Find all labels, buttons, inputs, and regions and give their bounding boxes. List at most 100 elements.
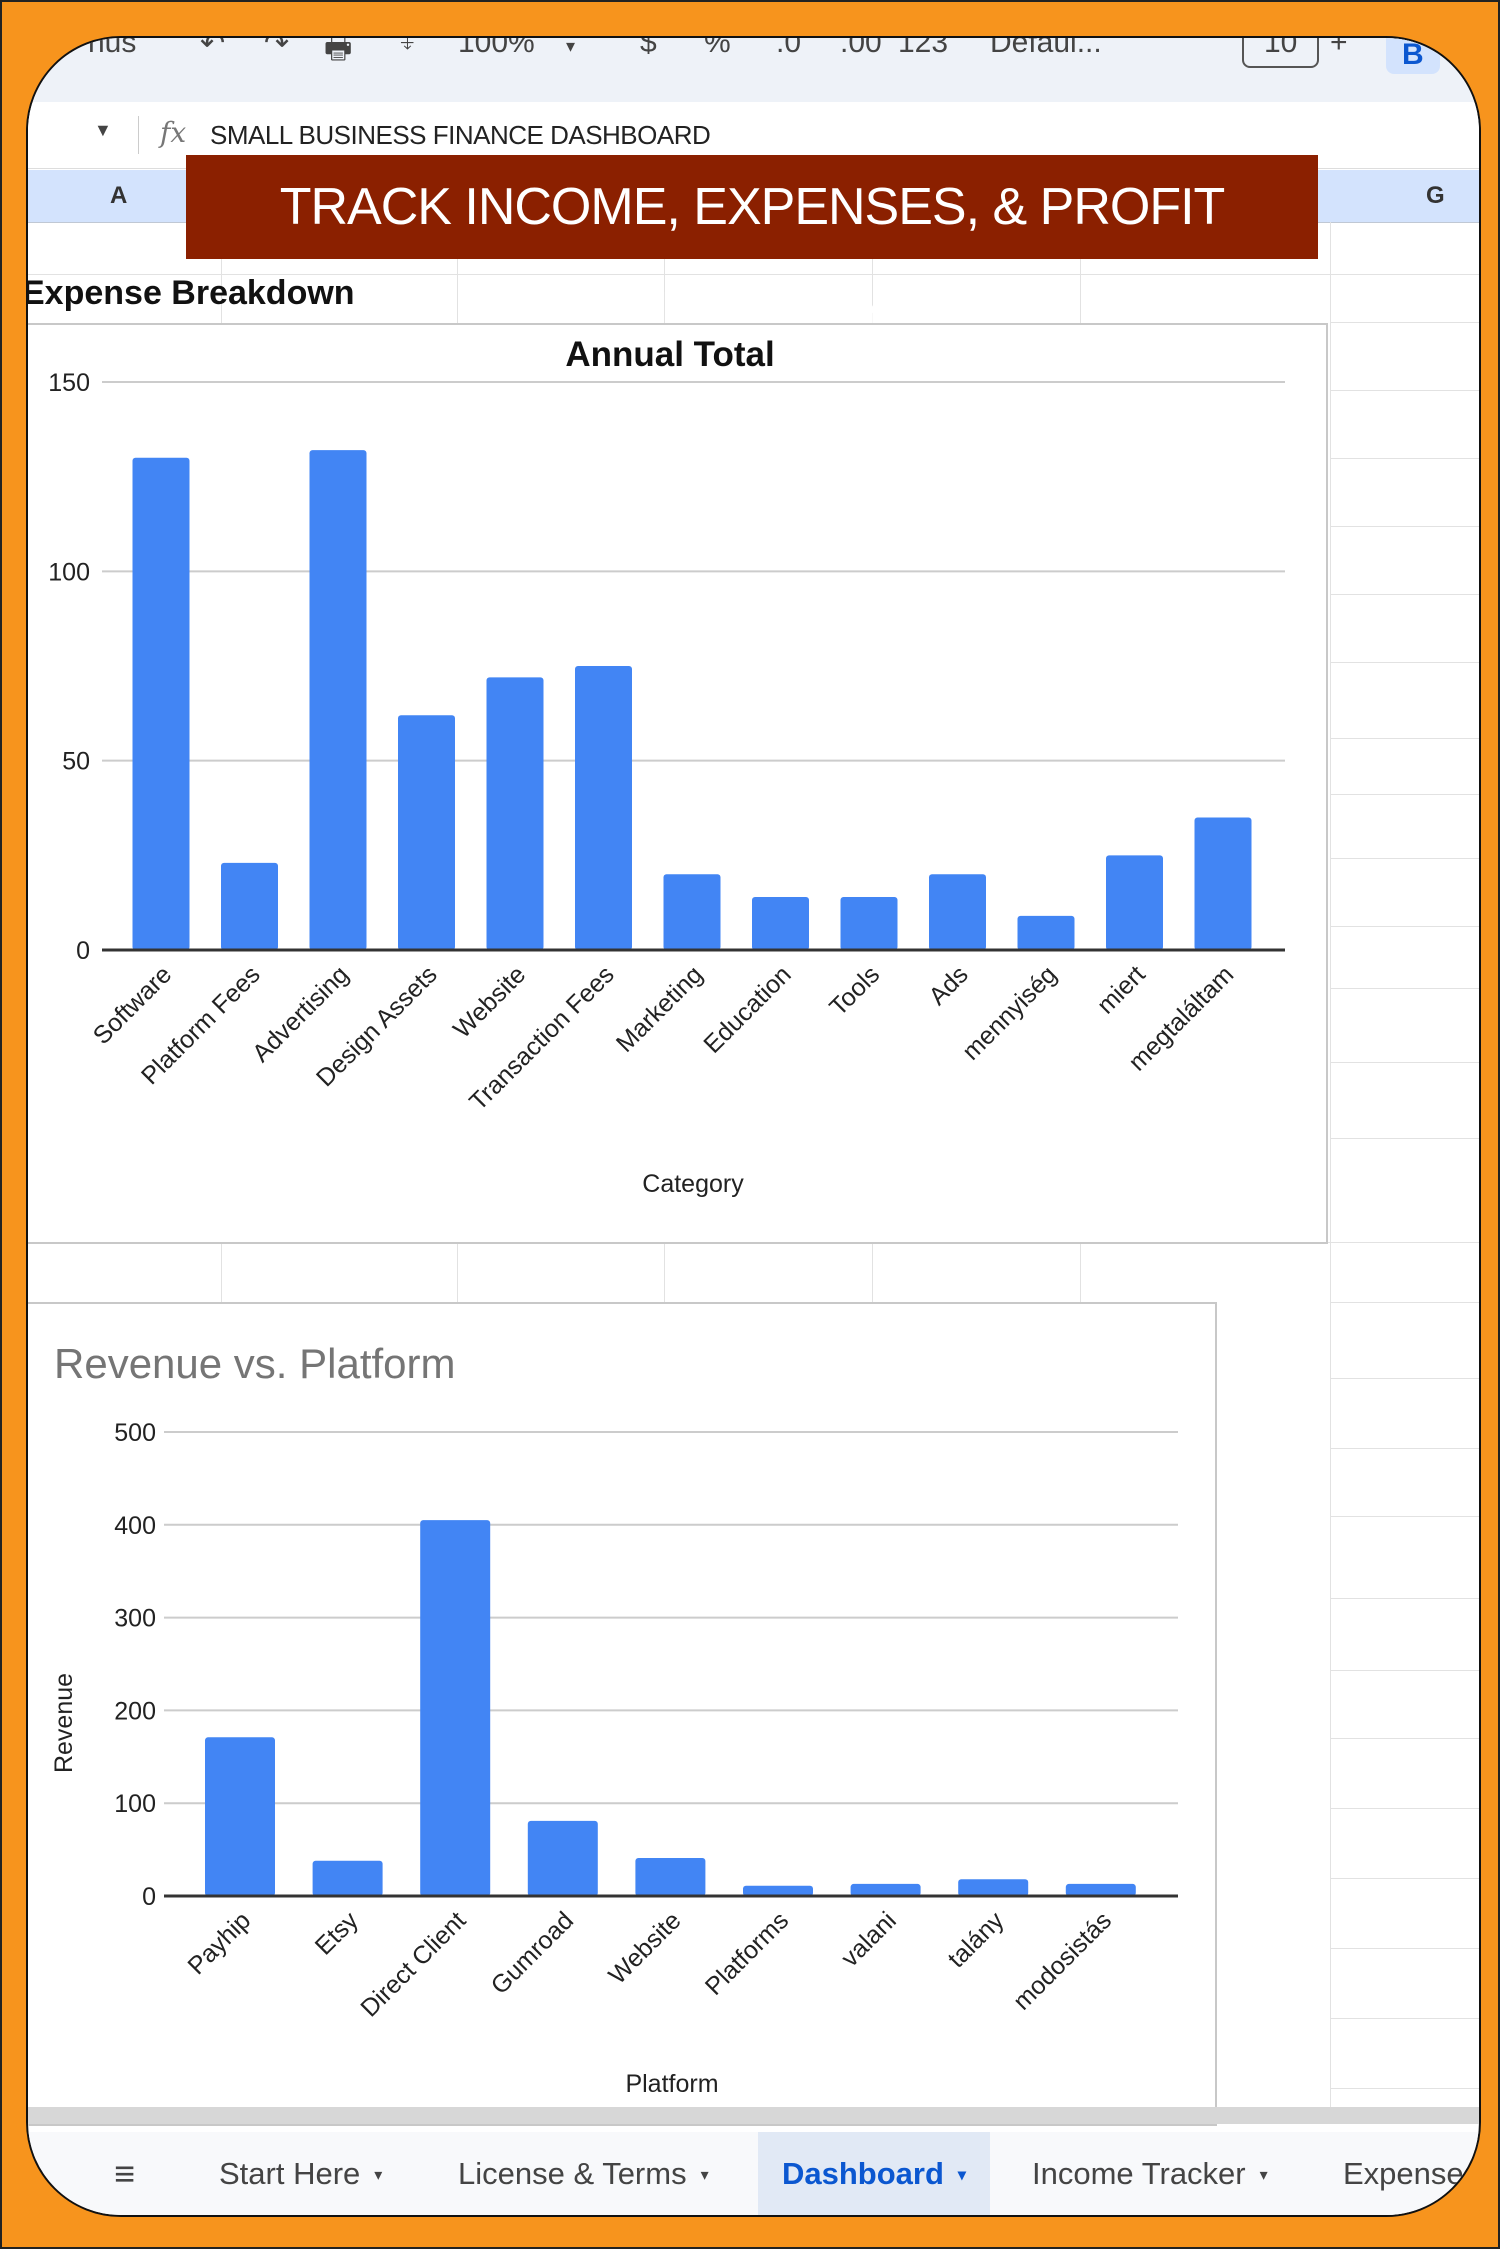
zoom-dropdown-icon[interactable]: ▾	[566, 36, 576, 56]
tab-label: Dashboard	[782, 2156, 944, 2191]
tab-license-terms[interactable]: License & Terms ▾	[458, 2132, 709, 2215]
spreadsheet-window: nus ↶ ↷ 🖶 ⍖ 100% ▾ $ % .0 .00 123 Defaul…	[26, 36, 1481, 2217]
grid-line	[1330, 222, 1331, 2122]
bar-miert	[1106, 855, 1163, 950]
bar-education	[752, 896, 809, 950]
bar-tools	[840, 896, 898, 950]
paint-format-icon[interactable]: ⍖	[398, 36, 416, 59]
increase-font-size-button[interactable]: +	[1330, 36, 1348, 59]
expense-chart[interactable]	[28, 323, 1328, 1244]
tab-start-here[interactable]: Start Here ▾	[219, 2132, 382, 2215]
x-tick-label: Direct Client	[355, 1906, 471, 2022]
y-tick-label: 400	[114, 1512, 156, 1540]
x-tick-label: miert	[1092, 960, 1151, 1019]
x-axis-title: Platform	[625, 2070, 718, 2098]
grid-line	[1330, 1448, 1479, 1449]
decrease-decimal-button[interactable]: .0	[776, 36, 802, 59]
grid-line	[1330, 2088, 1479, 2089]
x-tick-label: Education	[698, 960, 796, 1058]
add-sheet-button[interactable]: +	[28, 2132, 40, 2215]
grid-line	[1330, 594, 1479, 595]
tab-label: License & Terms	[458, 2156, 687, 2191]
bar-talány	[958, 1879, 1029, 1896]
font-size-input[interactable]: 10	[1242, 38, 1320, 68]
grid-line	[1330, 526, 1479, 527]
tab-label: Expense	[1343, 2156, 1464, 2191]
x-tick-label: Website	[448, 960, 531, 1043]
bar-advertising	[309, 450, 367, 950]
tab-dashboard[interactable]: Dashboard ▾	[758, 2132, 990, 2215]
x-tick-label: valani	[836, 1906, 902, 1972]
menu-fragment[interactable]: nus	[88, 36, 137, 59]
grid-line	[1330, 1302, 1479, 1303]
bar-design-assets	[398, 715, 455, 950]
bar-ads	[929, 874, 986, 950]
bar-payhip	[205, 1737, 275, 1896]
grid-line	[1330, 274, 1479, 275]
y-tick-label: 0	[76, 937, 90, 965]
grid-line	[1330, 1738, 1479, 1739]
bar-platform-fees	[221, 862, 278, 950]
bar-website	[486, 677, 544, 950]
x-tick-label: Website	[603, 1906, 686, 1989]
all-sheets-menu-icon[interactable]: ≡	[114, 2153, 136, 2194]
toolbar: nus ↶ ↷ 🖶 ⍖ 100% ▾ $ % .0 .00 123 Defaul…	[28, 38, 1479, 102]
grid-line	[1330, 1808, 1479, 1809]
bar-platforms	[743, 1885, 813, 1896]
grid-line	[1330, 1878, 1479, 1879]
x-tick-label: talány	[942, 1906, 1009, 1973]
x-tick-label: Ads	[923, 960, 973, 1010]
zoom-select[interactable]: 100%	[458, 36, 535, 59]
grid-line	[1330, 390, 1479, 391]
x-tick-label: Etsy	[310, 1906, 365, 1961]
tab-income-tracker[interactable]: Income Tracker ▾	[1032, 2132, 1268, 2215]
redo-icon[interactable]: ↷	[264, 36, 290, 60]
revenue-chart[interactable]	[28, 1302, 1217, 2126]
bar-marketing	[663, 874, 721, 950]
bar-website	[635, 1857, 706, 1896]
currency-button[interactable]: $	[640, 36, 657, 59]
grid-line	[1330, 1242, 1479, 1243]
grid-line	[1330, 1062, 1479, 1063]
fx-icon: fx	[160, 116, 187, 149]
percent-button[interactable]: %	[704, 36, 731, 59]
font-select[interactable]: Defaul...	[990, 36, 1102, 59]
undo-icon[interactable]: ↶	[200, 36, 226, 60]
column-header-g[interactable]: G	[1426, 182, 1445, 209]
x-tick-label: Software	[88, 960, 178, 1050]
horizontal-scrollbar[interactable]	[28, 2107, 1479, 2124]
bar-transaction-fees	[575, 666, 632, 950]
grid-line	[1330, 662, 1479, 663]
bar-direct-client	[420, 1520, 491, 1896]
grid-line	[1330, 1670, 1479, 1671]
grid-line	[1330, 1598, 1479, 1599]
y-tick-label: 200	[114, 1697, 156, 1725]
y-tick-label: 300	[114, 1605, 156, 1633]
number-format-button[interactable]: 123	[898, 36, 949, 59]
bar-etsy	[312, 1860, 383, 1896]
tab-label: Income Tracker	[1032, 2156, 1246, 2191]
grid-line	[1330, 988, 1479, 989]
grid-line	[1330, 738, 1479, 739]
name-box-dropdown-icon[interactable]: ▼	[94, 120, 112, 140]
tab-expense[interactable]: Expense	[1343, 2132, 1464, 2215]
grid-line	[1330, 1516, 1479, 1517]
print-icon[interactable]: 🖶	[324, 36, 353, 65]
bar-valani	[850, 1883, 921, 1896]
x-tick-label: Platforms	[700, 1906, 794, 2000]
column-header-a[interactable]: A	[110, 182, 128, 209]
x-tick-label: Tools	[824, 960, 885, 1021]
chevron-down-icon: ▾	[700, 2167, 709, 2185]
formula-input[interactable]: SMALL BUSINESS FINANCE DASHBOARD	[210, 120, 711, 150]
y-tick-label: 100	[48, 558, 90, 586]
section-title: Expense Breakdown	[26, 274, 355, 312]
increase-decimal-button[interactable]: .00	[840, 36, 882, 59]
grid-line	[1330, 2018, 1479, 2019]
bar-mennyiség	[1017, 915, 1075, 950]
y-tick-label: 100	[114, 1790, 156, 1818]
chart-title: Annual Total	[565, 335, 774, 374]
bold-button[interactable]: B	[1386, 38, 1440, 74]
grid-line	[1330, 458, 1479, 459]
bar-megtaláltam	[1194, 817, 1252, 950]
grid-line	[28, 274, 1330, 275]
